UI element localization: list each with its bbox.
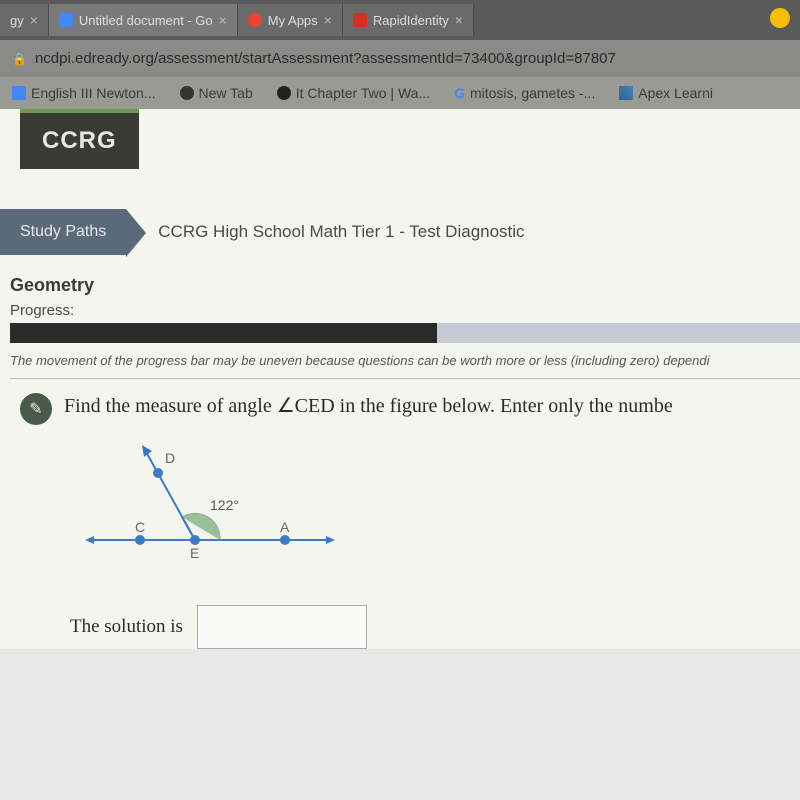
progress-note: The movement of the progress bar may be … — [10, 349, 800, 372]
browser-tab[interactable]: Untitled document - Go × — [49, 4, 238, 36]
solution-label: The solution is — [70, 616, 183, 638]
apex-icon — [619, 86, 633, 100]
point-c-label: C — [135, 519, 145, 535]
google-icon: G — [454, 85, 465, 101]
browser-tab[interactable]: My Apps × — [238, 4, 343, 36]
browser-tab[interactable]: gy × — [0, 4, 49, 36]
pencil-icon: ✎ — [20, 393, 52, 425]
bookmark-item[interactable]: Apex Learni — [619, 85, 713, 101]
google-doc-icon — [59, 13, 73, 27]
tab-label: My Apps — [268, 13, 318, 28]
path-title: CCRG High School Math Tier 1 - Test Diag… — [158, 222, 524, 242]
bookmark-item[interactable]: It Chapter Two | Wa... — [277, 85, 430, 101]
tab-label: RapidIdentity — [373, 13, 449, 28]
point-e-label: E — [190, 545, 199, 561]
bookmark-label: It Chapter Two | Wa... — [296, 85, 430, 101]
close-icon[interactable]: × — [324, 12, 332, 28]
bookmark-label: English III Newton... — [31, 85, 156, 101]
url-text: ncdpi.edready.org/assessment/startAssess… — [35, 50, 616, 67]
apps-icon — [248, 13, 262, 27]
study-paths-button[interactable]: Study Paths — [0, 209, 126, 255]
browser-tab[interactable]: RapidIdentity × — [343, 4, 474, 36]
browser-tab-bar: gy × Untitled document - Go × My Apps × … — [0, 0, 800, 40]
angle-label: 122° — [210, 497, 239, 513]
point-a-label: A — [280, 519, 290, 535]
solution-row: The solution is — [70, 605, 800, 649]
circle-icon — [277, 86, 291, 100]
geometry-figure: D C E A 122° — [80, 435, 360, 575]
question-row: ✎ Find the measure of angle ∠CED in the … — [10, 393, 800, 425]
question-text: Find the measure of angle ∠CED in the fi… — [64, 393, 673, 418]
bookmark-label: New Tab — [199, 85, 253, 101]
close-icon[interactable]: × — [455, 12, 463, 28]
point-d-label: D — [165, 450, 175, 466]
bookmark-item[interactable]: G mitosis, gametes -... — [454, 85, 595, 101]
solution-input[interactable] — [197, 605, 367, 649]
close-icon[interactable]: × — [219, 12, 227, 28]
bookmark-item[interactable]: New Tab — [180, 85, 253, 101]
ccrg-logo: CCRG — [20, 109, 139, 169]
progress-bar — [10, 323, 800, 343]
bookmark-label: Apex Learni — [638, 85, 713, 101]
tab-label: gy — [10, 13, 24, 28]
tab-label: Untitled document - Go — [79, 13, 213, 28]
progress-label: Progress: — [10, 302, 800, 319]
newtab-icon — [180, 86, 194, 100]
doc-icon — [12, 86, 26, 100]
url-bar[interactable]: 🔒 ncdpi.edready.org/assessment/startAsse… — [0, 40, 800, 77]
question-section: Geometry Progress: The movement of the p… — [0, 255, 800, 649]
page-content: CCRG Study Paths CCRG High School Math T… — [0, 109, 800, 649]
lock-icon: 🔒 — [12, 52, 27, 66]
bookmark-label: mitosis, gametes -... — [470, 85, 595, 101]
section-title: Geometry — [10, 275, 800, 296]
bookmark-item[interactable]: English III Newton... — [12, 85, 156, 101]
rapididentity-icon — [353, 13, 367, 27]
close-icon[interactable]: × — [30, 12, 38, 28]
progress-fill — [10, 323, 437, 343]
profile-icon[interactable] — [760, 8, 800, 33]
breadcrumb-row: Study Paths CCRG High School Math Tier 1… — [0, 209, 800, 255]
bookmarks-bar: English III Newton... New Tab It Chapter… — [0, 77, 800, 109]
